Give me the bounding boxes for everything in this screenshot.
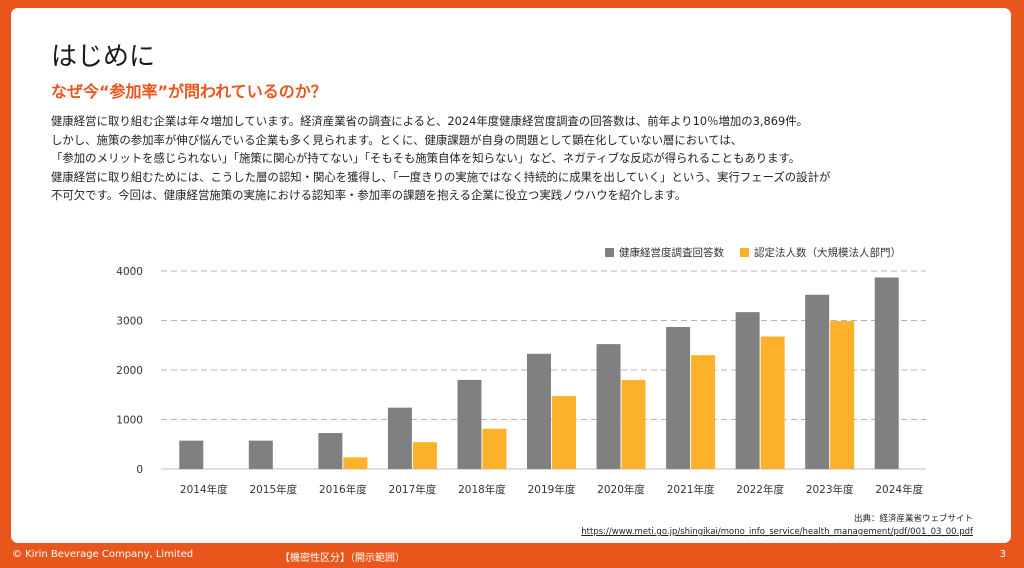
x-tick-label: 2014年度	[180, 483, 228, 496]
bar-responses	[387, 407, 412, 469]
bar-certified	[760, 336, 785, 469]
y-tick-label: 0	[136, 464, 143, 476]
bar-responses	[666, 326, 691, 469]
bar-responses	[874, 277, 899, 469]
legend-item-certified: 認定法人数（大規模法人部門）	[740, 245, 901, 260]
bar-certified	[830, 321, 855, 469]
x-tick-label: 2018年度	[458, 483, 506, 496]
source-link[interactable]: https://www.meti.go.jp/shingikai/mono_in…	[581, 527, 973, 537]
y-tick-label: 4000	[116, 266, 143, 278]
footer-page-number: 3	[999, 549, 1006, 560]
bar-certified	[691, 355, 716, 469]
bar-chart: 0 1000 2000 3000 4000 2014年度 2015年度 2016年度 2017年…	[116, 266, 926, 496]
bar-certified	[552, 396, 576, 469]
source-note: 出典：経済産業省ウェブサイト https://www.meti.go.jp/sh…	[581, 513, 973, 539]
body-line: 不可欠です。今回は、健康経営施策の実施における認知率・参加率の課題を抱える企業に…	[51, 188, 687, 203]
bar-certified	[621, 379, 646, 469]
x-tick-label: 2019年度	[528, 483, 576, 496]
bar-responses	[527, 353, 551, 469]
x-tick-label: 2022年度	[736, 483, 784, 496]
bar-certified	[412, 442, 437, 469]
bar-responses	[596, 344, 621, 469]
source-label: 出典：経済産業省ウェブサイト	[853, 514, 973, 524]
body-text: 健康経営に取り組む企業は年々増加しています。経済産業省の調査によると、2024年…	[51, 112, 991, 205]
bar-certified	[482, 428, 507, 469]
x-tick-label: 2023年度	[806, 483, 854, 496]
bar-responses	[248, 440, 273, 469]
bar-responses	[318, 433, 343, 469]
x-tick-label: 2020年度	[597, 483, 645, 496]
legend-label: 認定法人数（大規模法人部門）	[754, 247, 901, 259]
body-line: 健康経営に取り組む企業は年々増加しています。経済産業省の調査によると、2024年…	[51, 114, 809, 128]
x-tick-label: 2021年度	[667, 483, 715, 496]
body-line: しかし、施策の参加率が伸び悩んでいる企業も多く見られます。とくに、健康課題が自身…	[51, 132, 743, 147]
y-tick-label: 2000	[116, 365, 143, 377]
page-title: はじめに	[51, 42, 156, 72]
bar-certified	[343, 457, 368, 469]
x-tick-label: 2024年度	[875, 483, 923, 496]
legend-item-responses: 健康経営度調査回答数	[605, 245, 724, 260]
bar-responses	[457, 379, 482, 469]
legend-swatch-gray	[605, 248, 614, 257]
legend-label: 健康経営度調査回答数	[619, 247, 724, 259]
bar-responses	[735, 312, 760, 469]
bar-responses	[805, 294, 830, 469]
legend-swatch-orange	[740, 248, 749, 257]
chart-legend: 健康経営度調査回答数 認定法人数（大規模法人部門）	[605, 245, 901, 260]
body-line: 「参加のメリットを感じられない」「施策に関心が持てない」「そもそも施策自体を知ら…	[51, 151, 801, 166]
x-tick-label: 2015年度	[249, 483, 297, 496]
y-tick-label: 1000	[116, 415, 143, 427]
body-line: 健康経営に取り組むためには、こうした層の認知・関心を獲得し、「一度きりの実施では…	[51, 169, 831, 184]
x-tick-label: 2017年度	[389, 483, 437, 496]
footer-classification: 【機密性区分】（開示範囲）	[280, 553, 405, 564]
page-subtitle: なぜ今“参加率”が問われているのか？	[51, 82, 327, 101]
x-tick-label: 2016年度	[319, 483, 367, 496]
footer-copyright: © Kirin Beverage Company, Limited	[12, 549, 194, 560]
y-tick-label: 3000	[116, 316, 143, 328]
bar-responses	[179, 440, 204, 469]
slide: はじめに なぜ今“参加率”が問われているのか？ 健康経営に取り組む企業は年々増加…	[11, 8, 1011, 543]
